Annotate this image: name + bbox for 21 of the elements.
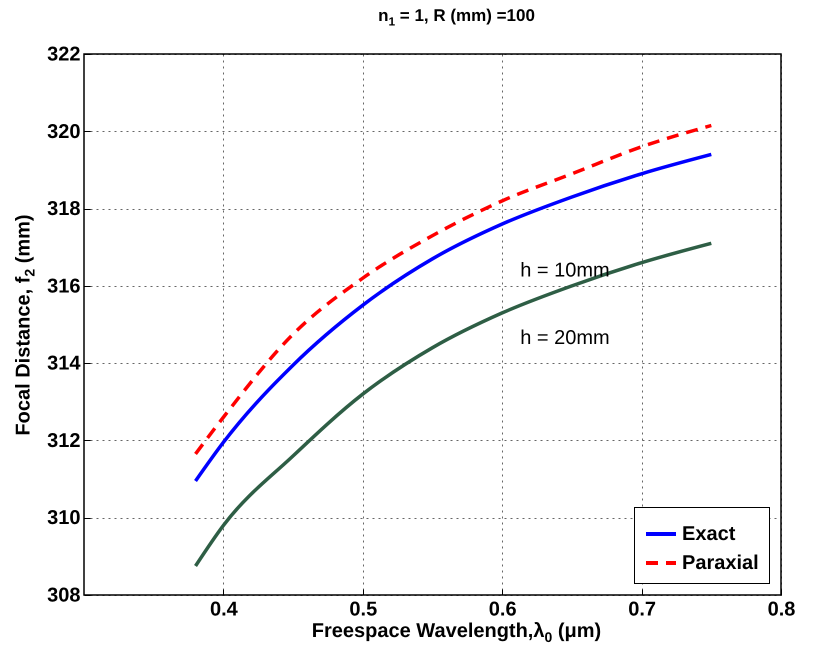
x-tick-label: 0.5: [349, 598, 378, 620]
legend-label: Paraxial: [682, 552, 759, 574]
y-tick-label: 308: [47, 584, 80, 606]
x-tick-label: 0.6: [488, 598, 517, 620]
x-axis-title: Freespace Wavelength,λ$_{0}$ (μm): [310, 620, 602, 645]
y-tick-label: 312: [47, 430, 80, 452]
line-series: [194, 124, 714, 456]
line-series: [194, 152, 714, 483]
x-tick-label: 0.4: [210, 598, 239, 620]
y-tick-label: 322: [47, 44, 80, 66]
y-tick-label: 310: [47, 507, 80, 530]
y-tick-label: 316: [47, 275, 80, 298]
annotation: h = 20mm: [520, 327, 610, 350]
y-tick-label: 320: [47, 120, 80, 143]
x-tick-label: 0.8: [768, 598, 796, 620]
y-tick-label: 318: [47, 198, 80, 220]
annotation: h = 10mm: [520, 259, 610, 282]
y-tick-label: 314: [47, 352, 82, 375]
x-tick-label: 0.7: [628, 598, 656, 620]
chart-title: n$_{1}$ = 1, R (mm) =100: [377, 6, 536, 28]
legend-label: Exact: [682, 523, 736, 545]
